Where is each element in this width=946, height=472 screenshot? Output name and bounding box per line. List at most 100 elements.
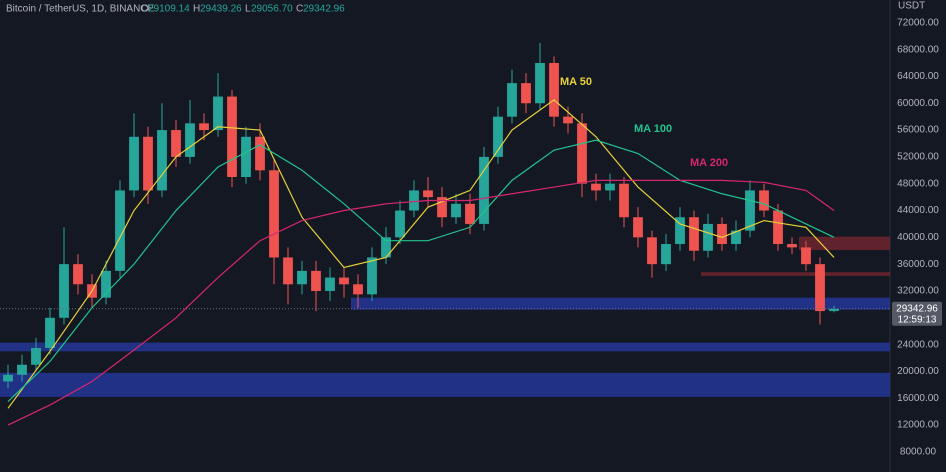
- candle-body: [101, 270, 111, 298]
- candle-body: [255, 136, 265, 171]
- candle-body: [493, 116, 503, 157]
- y-tick-label: 72000.00: [897, 17, 939, 28]
- ma-label: MA 100: [634, 123, 672, 135]
- candle-body: [409, 190, 419, 211]
- candle-body: [745, 190, 755, 231]
- price-zone: [351, 297, 890, 310]
- candle-body: [423, 190, 433, 198]
- candle-body: [157, 130, 167, 191]
- plot-area: [0, 42, 890, 426]
- candle-body: [59, 264, 69, 318]
- y-tick-label: 8000.00: [900, 447, 937, 458]
- y-tick-label: 60000.00: [897, 98, 939, 109]
- y-tick-label: 12000.00: [897, 420, 939, 431]
- y-tick-label: 20000.00: [897, 366, 939, 377]
- candle-body: [171, 130, 181, 157]
- candle-body: [325, 277, 335, 291]
- candle-body: [773, 210, 783, 245]
- header: Bitcoin / TetherUS, 1D, BINANCE O 29109.…: [6, 4, 345, 15]
- candle-body: [269, 170, 279, 258]
- candle-body: [703, 223, 713, 251]
- candle-body: [759, 190, 769, 211]
- y-tick-label: 32000.00: [897, 286, 939, 297]
- y-tick-label: 48000.00: [897, 178, 939, 189]
- candle-body: [619, 183, 629, 218]
- candle-body: [689, 217, 699, 251]
- candle-body: [353, 284, 363, 295]
- candle-body: [829, 308, 839, 312]
- candle-body: [241, 136, 251, 177]
- candle-body: [647, 237, 657, 265]
- candle-body: [339, 277, 349, 285]
- candle-body: [115, 190, 125, 271]
- y-tick-label: 64000.00: [897, 71, 939, 82]
- candle-body: [283, 257, 293, 285]
- candle-body: [675, 217, 685, 245]
- candle-body: [185, 123, 195, 157]
- price-zone: [0, 342, 890, 352]
- ohlc-label: C: [296, 4, 303, 15]
- candle-body: [3, 374, 13, 382]
- y-axis-label: USDT: [898, 1, 925, 12]
- y-tick-label: 36000.00: [897, 259, 939, 270]
- candle-body: [731, 230, 741, 245]
- candle-body: [129, 136, 139, 191]
- y-tick-label: 44000.00: [897, 205, 939, 216]
- candle-body: [17, 364, 27, 375]
- symbol: Bitcoin / TetherUS, 1D, BINANCE: [6, 4, 155, 15]
- candle-body: [661, 244, 671, 265]
- moving-average: [7, 99, 835, 409]
- candle-body: [521, 83, 531, 104]
- candle-body: [563, 116, 573, 124]
- ohlc-label: O: [141, 4, 149, 15]
- ma-label: MA 200: [690, 157, 728, 169]
- moving-average: [7, 179, 835, 426]
- candle-body: [297, 270, 307, 285]
- candle-body: [73, 264, 83, 285]
- y-tick-label: 52000.00: [897, 152, 939, 163]
- candle-body: [591, 183, 601, 191]
- price-zone: [701, 272, 890, 276]
- price-tag: [892, 301, 942, 326]
- ohlc-value: 29056.70: [251, 4, 293, 15]
- price-zone: [0, 372, 890, 397]
- ohlc-value: 29109.14: [148, 4, 190, 15]
- candle-body: [549, 63, 559, 117]
- candle-body: [787, 244, 797, 248]
- candle-body: [605, 183, 615, 191]
- candle-body: [199, 123, 209, 131]
- candle-body: [437, 197, 447, 218]
- candle-body: [381, 237, 391, 258]
- candle-body: [633, 217, 643, 238]
- countdown: 12:59:13: [898, 314, 937, 325]
- candle-body: [31, 347, 41, 365]
- candle-body: [451, 203, 461, 218]
- candle-body: [815, 264, 825, 312]
- y-tick-label: 56000.00: [897, 125, 939, 136]
- ma-label: MA 50: [560, 76, 592, 88]
- ohlc-value: 29439.26: [200, 4, 242, 15]
- candle-body: [311, 270, 321, 291]
- candle-body: [535, 63, 545, 104]
- y-tick-label: 68000.00: [897, 44, 939, 55]
- y-tick-label: 40000.00: [897, 232, 939, 243]
- candle-body: [717, 223, 727, 245]
- candle-body: [143, 136, 153, 191]
- candle-body: [507, 83, 517, 117]
- candle-body: [395, 210, 405, 238]
- y-tick-label: 16000.00: [897, 393, 939, 404]
- candle-body: [213, 96, 223, 131]
- candle-body: [227, 96, 237, 177]
- candle-body: [45, 317, 55, 348]
- y-tick-label: 24000.00: [897, 339, 939, 350]
- ohlc-value: 29342.96: [303, 4, 345, 15]
- candle-body: [367, 257, 377, 295]
- last-price: 29342.96: [896, 303, 938, 314]
- candle-body: [801, 247, 811, 265]
- price-zone: [799, 236, 890, 251]
- candle-body: [479, 156, 489, 224]
- candle-body: [577, 123, 587, 184]
